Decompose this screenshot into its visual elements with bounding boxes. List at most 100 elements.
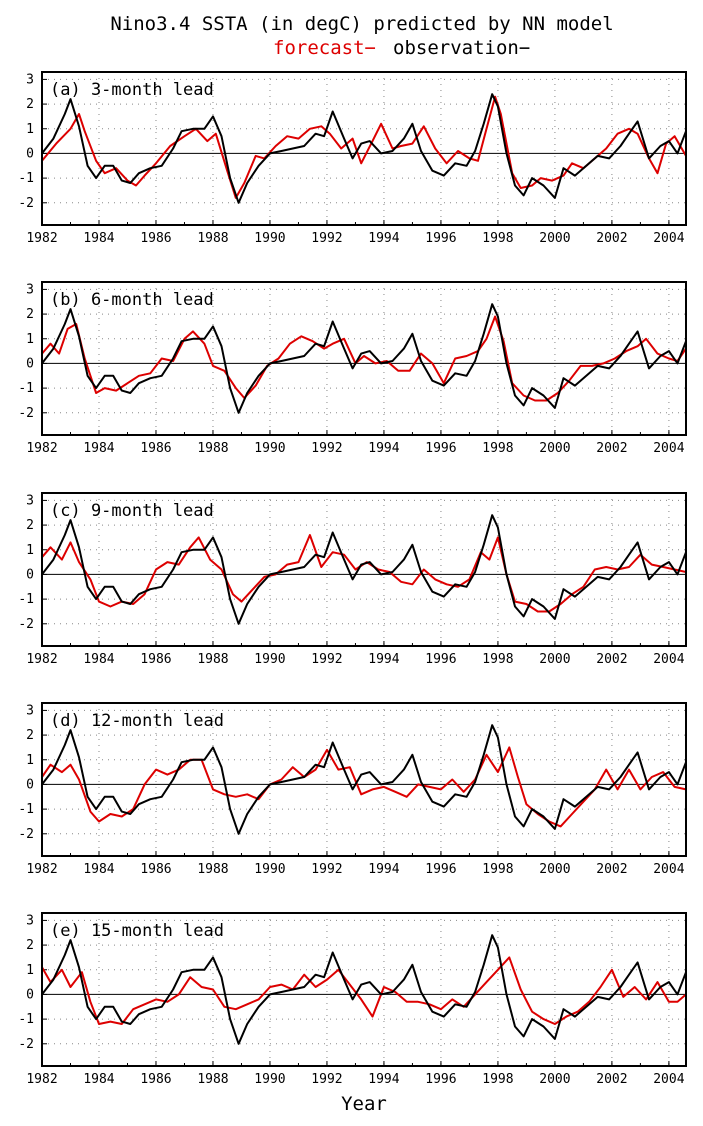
x-tick-label: 2002: [596, 1072, 627, 1087]
x-tick-label: 2000: [539, 862, 570, 877]
x-tick-label: 1990: [254, 862, 285, 877]
panel-4: 1982 1984 1986 1988 1990 1992 1994 1996 1998 2000…: [18, 702, 687, 877]
x-tick-label: 1990: [254, 231, 285, 246]
y-tick-label: 0: [26, 356, 34, 371]
x-tick-label: 2000: [539, 1072, 570, 1087]
y-tick-label: 3: [26, 72, 34, 87]
plot-frame: [41, 71, 687, 226]
y-tick-label: 0: [26, 777, 34, 792]
x-tick-label: 1996: [425, 652, 456, 667]
y-tick-label: -1: [18, 592, 34, 607]
x-tick-label: 1988: [197, 1072, 228, 1087]
y-tick-label: 1: [26, 753, 34, 768]
x-tick-label: 1992: [311, 652, 342, 667]
x-tick-label: 2000: [539, 441, 570, 456]
x-tick-label: 1990: [254, 652, 285, 667]
y-tick-label: 1: [26, 122, 34, 137]
x-tick-label: 1984: [83, 231, 114, 246]
x-tick-label: 1996: [425, 862, 456, 877]
x-tick-label: 1998: [482, 1072, 513, 1087]
forecast-line: [41, 746, 687, 828]
legend-observation: observation−: [393, 37, 530, 59]
x-tick-label: 1992: [311, 231, 342, 246]
panel-title: (a) 3-month lead: [50, 80, 214, 100]
plot-frame: [41, 281, 687, 436]
x-tick-label: 1988: [197, 652, 228, 667]
x-tick-label: 1998: [482, 231, 513, 246]
forecast-line: [41, 95, 687, 199]
y-tick-label: -2: [18, 617, 34, 632]
panel-1: 1982 1984 1986 1988 1990 1992 1994 1996 1998 2000…: [18, 71, 687, 246]
forecast-line: [41, 315, 687, 402]
observation-line: [41, 934, 687, 1045]
x-tick-label: 1982: [26, 441, 57, 456]
x-tick-label: 2004: [653, 862, 684, 877]
y-tick-label: 3: [26, 282, 34, 297]
y-tick-label: -1: [18, 802, 34, 817]
x-tick-label: 1986: [140, 1072, 171, 1087]
panel-title: (d) 12-month lead: [50, 711, 224, 731]
x-tick-label: 1990: [254, 441, 285, 456]
x-tick-label: 1994: [368, 1072, 399, 1087]
y-tick-label: -2: [18, 196, 34, 211]
x-tick-label: 2004: [653, 441, 684, 456]
x-tick-label: 1996: [425, 441, 456, 456]
x-tick-label: 1994: [368, 441, 399, 456]
y-tick-label: 2: [26, 97, 34, 112]
x-tick-label: 1994: [368, 862, 399, 877]
x-tick-label: 1996: [425, 231, 456, 246]
x-tick-label: 2002: [596, 231, 627, 246]
x-tick-label: 1984: [83, 652, 114, 667]
x-tick-label: 1996: [425, 1072, 456, 1087]
y-tick-label: 3: [26, 913, 34, 928]
x-tick-label: 1984: [83, 1072, 114, 1087]
x-tick-label: 2002: [596, 441, 627, 456]
x-tick-label: 1986: [140, 862, 171, 877]
y-tick-label: 0: [26, 146, 34, 161]
plot-frame: [41, 912, 687, 1067]
y-tick-label: -2: [18, 827, 34, 842]
y-tick-label: 0: [26, 567, 34, 582]
x-tick-label: 1988: [197, 862, 228, 877]
x-tick-label: 1986: [140, 231, 171, 246]
x-tick-label: 1984: [83, 862, 114, 877]
y-tick-label: 1: [26, 543, 34, 558]
panel-2: 1982 1984 1986 1988 1990 1992 1994 1996 1998 2000…: [18, 281, 687, 456]
y-tick-label: 2: [26, 938, 34, 953]
x-tick-label: 1988: [197, 441, 228, 456]
plot-frame: [41, 492, 687, 647]
legend-forecast: forecast−: [273, 37, 376, 59]
x-axis-label: Year: [341, 1093, 387, 1115]
x-tick-label: 2002: [596, 652, 627, 667]
forecast-line: [41, 534, 687, 613]
y-tick-label: -1: [18, 381, 34, 396]
observation-line: [41, 724, 687, 835]
x-tick-label: 1982: [26, 652, 57, 667]
y-tick-label: 2: [26, 728, 34, 743]
x-tick-label: 1982: [26, 231, 57, 246]
x-tick-label: 1988: [197, 231, 228, 246]
x-tick-label: 1986: [140, 652, 171, 667]
figure-title: Nino3.4 SSTA (in degC) predicted by NN m…: [110, 13, 613, 35]
y-tick-label: -1: [18, 171, 34, 186]
x-tick-label: 1998: [482, 862, 513, 877]
x-tick-label: 1994: [368, 652, 399, 667]
panel-title: (b) 6-month lead: [50, 290, 214, 310]
y-tick-label: -2: [18, 1037, 34, 1052]
forecast-line: [41, 956, 687, 1025]
x-tick-label: 1992: [311, 1072, 342, 1087]
x-tick-label: 1992: [311, 441, 342, 456]
x-tick-label: 1992: [311, 862, 342, 877]
y-tick-label: -1: [18, 1012, 34, 1027]
x-tick-label: 2000: [539, 652, 570, 667]
observation-line: [41, 303, 687, 414]
x-tick-label: 2002: [596, 862, 627, 877]
y-tick-label: 3: [26, 703, 34, 718]
panel-title: (c) 9-month lead: [50, 501, 214, 521]
x-tick-label: 1982: [26, 862, 57, 877]
panel-3: 1982 1984 1986 1988 1990 1992 1994 1996 1998 2000…: [18, 492, 687, 667]
observation-line: [41, 514, 687, 625]
x-tick-label: 1986: [140, 441, 171, 456]
x-tick-label: 1984: [83, 441, 114, 456]
